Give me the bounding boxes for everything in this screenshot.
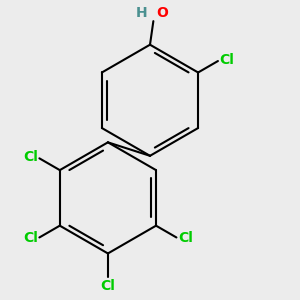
- Text: H: H: [136, 6, 147, 20]
- Text: Cl: Cl: [23, 231, 38, 245]
- Text: O: O: [156, 6, 168, 20]
- Text: Cl: Cl: [100, 279, 116, 293]
- Text: Cl: Cl: [23, 151, 38, 164]
- Text: Cl: Cl: [219, 53, 234, 67]
- Text: Cl: Cl: [178, 231, 193, 245]
